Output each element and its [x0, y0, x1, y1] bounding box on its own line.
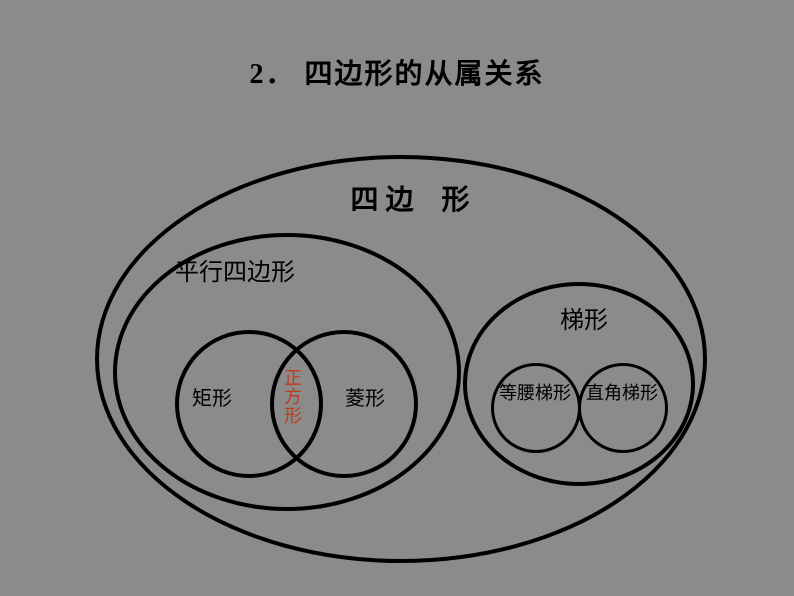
isosceles-trapezoid-circle	[491, 363, 581, 453]
outer-label: 四 边 形	[300, 186, 520, 217]
rectangle-label: 矩形	[192, 388, 232, 410]
isosceles-trapezoid-label: 等腰梯形	[497, 384, 573, 404]
right-trapezoid-circle	[578, 363, 668, 453]
rhombus-label: 菱形	[345, 388, 385, 410]
page-title: 2． 四边形的从属关系	[0, 52, 794, 92]
diagram-canvas: 2． 四边形的从属关系 四 边 形 平行四边形 矩形 菱形 正方形 梯形 等腰梯…	[0, 0, 794, 596]
title-text: 四边形的从属关系	[305, 59, 545, 90]
right-trapezoid-label: 直角梯形	[584, 384, 660, 404]
trapezoid-label: 梯形	[560, 308, 608, 334]
square-label: 正方形	[283, 369, 303, 426]
title-number: 2．	[249, 59, 295, 90]
parallelogram-label: 平行四边形	[175, 260, 295, 286]
